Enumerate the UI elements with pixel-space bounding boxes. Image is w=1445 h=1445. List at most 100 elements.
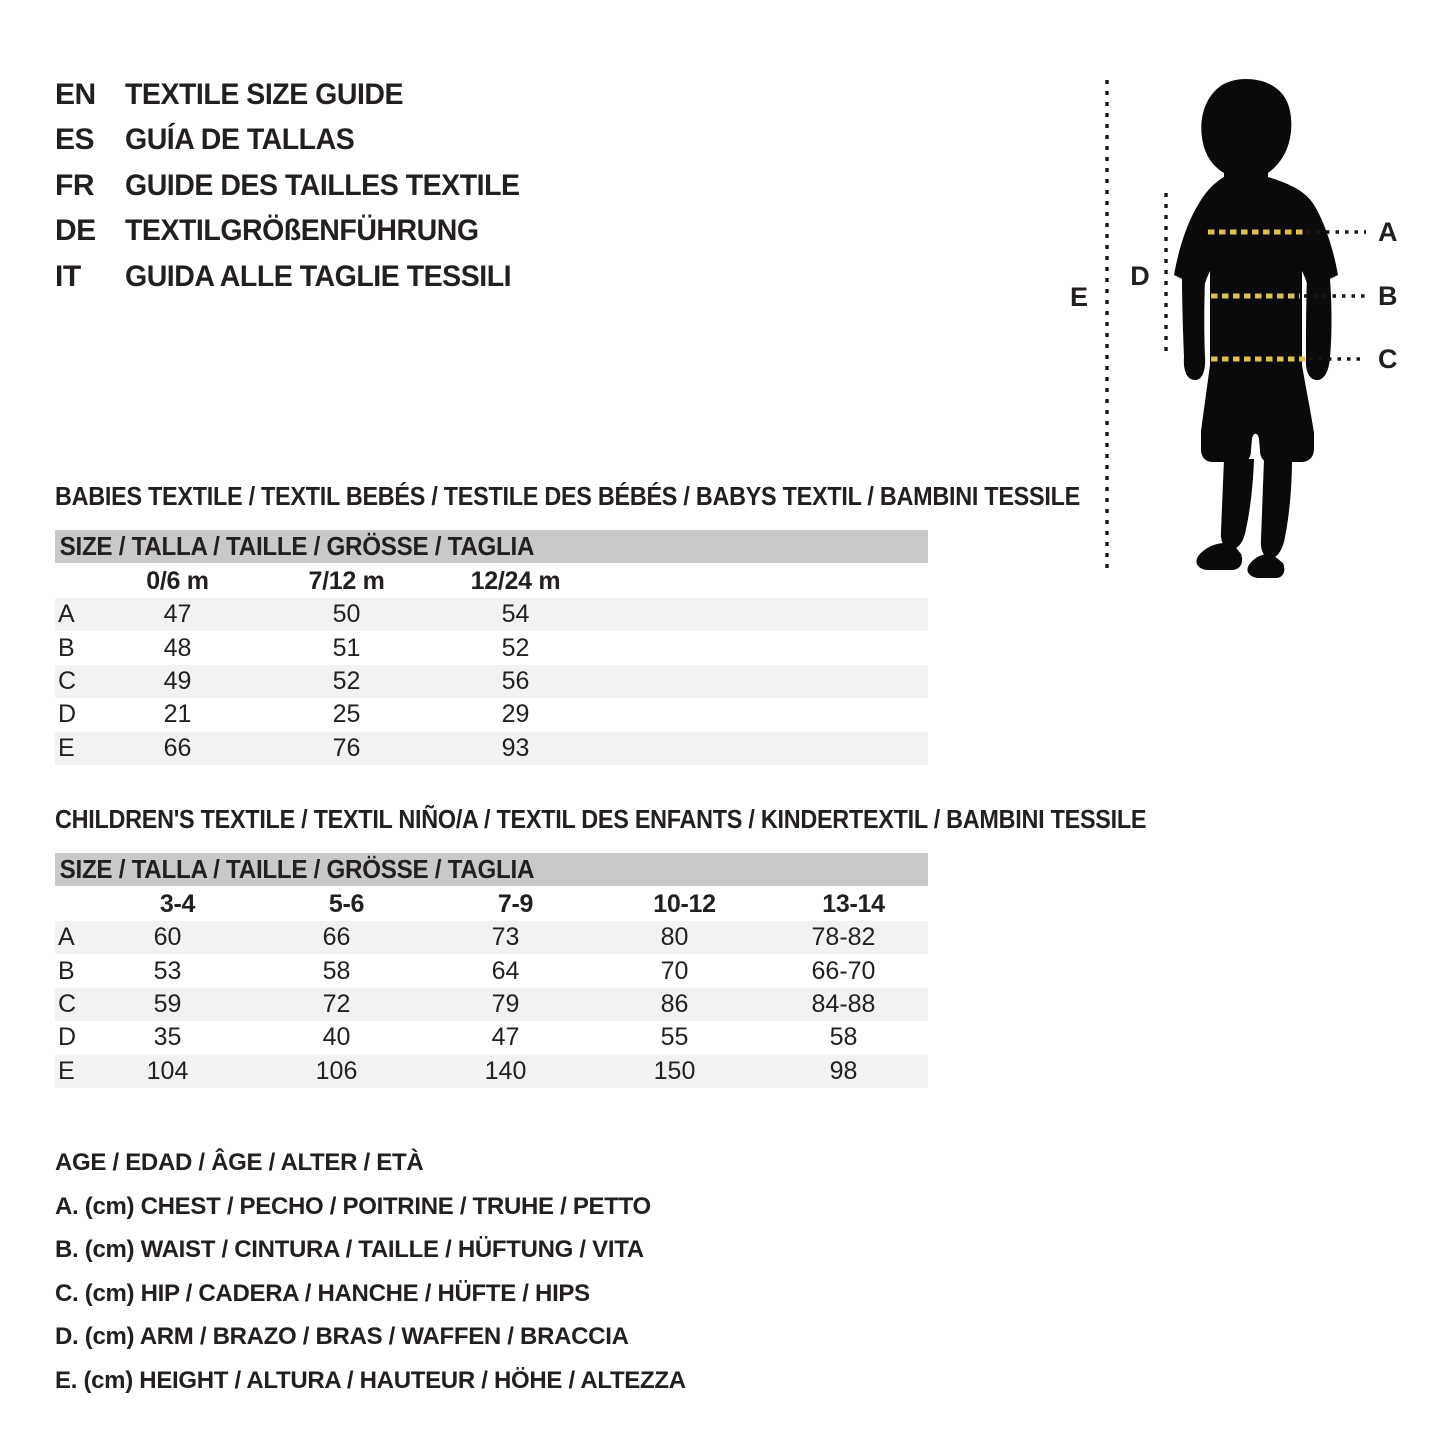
guide-title: GUIDE DES TAILLES TEXTILE xyxy=(125,168,520,202)
children-size-header-bar: SIZE / TALLA / TAILLE / GRÖSSE / TAGLIA xyxy=(55,853,928,886)
title-row: FR GUIDE DES TAILLES TEXTILE xyxy=(55,163,540,209)
language-code: EN xyxy=(55,77,96,111)
table-cell: 72 xyxy=(322,989,351,1018)
legend-line: A. (cm) CHEST / PECHO / POITRINE / TRUHE… xyxy=(55,1192,651,1220)
table-cell: 140 xyxy=(484,1056,527,1085)
column-header: 0/6 m xyxy=(146,567,209,595)
silhouette-arm-right xyxy=(1305,275,1332,381)
table-cell: 52 xyxy=(501,633,530,662)
babies-age-columns: 0/6 m 7/12 m 12/24 m xyxy=(55,564,938,598)
row-measure-letter: C xyxy=(58,989,77,1018)
table-cell: 73 xyxy=(491,923,520,952)
children-section-title: CHILDREN'S TEXTILE / TEXTIL NIÑO/A / TEX… xyxy=(55,804,1147,834)
table-row: E 104 106 140 150 98 xyxy=(55,1054,928,1088)
row-values: 49 52 56 xyxy=(93,667,600,696)
table-cell: 47 xyxy=(163,600,192,629)
children-size-header-text: SIZE / TALLA / TAILLE / GRÖSSE / TAGLIA xyxy=(59,854,535,884)
row-values: 104 106 140 150 98 xyxy=(83,1057,928,1086)
table-row: C 59 72 79 86 84-88 xyxy=(55,987,928,1022)
language-code: DE xyxy=(55,214,96,248)
language-code: ES xyxy=(55,123,95,157)
table-cell: 48 xyxy=(163,633,192,662)
measurement-legend: AGE / EDAD / ÂGE / ALTER / ETÀ A. (cm) C… xyxy=(55,1141,686,1403)
silhouette-shorts xyxy=(1201,365,1314,462)
row-measure-letter: D xyxy=(58,700,77,729)
table-cell: 93 xyxy=(501,733,530,762)
table-cell: 58 xyxy=(829,1023,858,1052)
legend-line: E. (cm) HEIGHT / ALTURA / HAUTEUR / HÖHE… xyxy=(55,1366,686,1394)
table-cell: 25 xyxy=(332,700,361,729)
table-cell: 104 xyxy=(146,1056,189,1085)
table-row: A 47 50 54 xyxy=(55,598,928,632)
table-cell: 80 xyxy=(660,923,689,952)
row-measure-letter: D xyxy=(58,1023,77,1052)
table-cell: 50 xyxy=(332,600,361,629)
legend-line: B. (cm) WAIST / CINTURA / TAILLE / HÜFTU… xyxy=(55,1236,644,1264)
row-values: 60 66 73 80 78-82 xyxy=(83,923,928,952)
table-cell: 60 xyxy=(153,923,182,952)
measurement-figure: A B C D E xyxy=(1070,79,1398,578)
language-code: FR xyxy=(55,168,95,202)
row-values: 59 72 79 86 84-88 xyxy=(83,990,928,1019)
table-cell: 66 xyxy=(163,733,192,762)
table-cell: 106 xyxy=(315,1056,358,1085)
row-measure-letter: A xyxy=(58,600,75,629)
row-values: 35 40 47 55 58 xyxy=(83,1023,928,1052)
table-cell: 70 xyxy=(660,956,689,985)
row-measure-letter: E xyxy=(58,733,75,762)
child-silhouette xyxy=(1174,79,1338,578)
label-waist-b: B xyxy=(1378,281,1398,311)
table-cell: 64 xyxy=(491,956,520,985)
silhouette-foot-right xyxy=(1247,554,1285,578)
silhouette-foot-left xyxy=(1196,543,1243,570)
row-values: 47 50 54 xyxy=(93,600,600,629)
legend-line: AGE / EDAD / ÂGE / ALTER / ETÀ xyxy=(55,1149,424,1176)
children-age-columns: 3-4 5-6 7-9 10-12 13-14 xyxy=(55,887,938,921)
label-hip-c: C xyxy=(1378,344,1398,374)
silhouette-leg-left xyxy=(1220,459,1254,550)
row-values: 48 51 52 xyxy=(93,634,600,663)
table-row: E 66 76 93 xyxy=(55,731,928,765)
guide-title: TEXTILGRÖßENFÜHRUNG xyxy=(125,214,479,248)
table-cell: 150 xyxy=(653,1056,696,1085)
table-cell: 47 xyxy=(491,1023,520,1052)
table-cell: 59 xyxy=(153,989,182,1018)
table-cell: 51 xyxy=(332,633,361,662)
row-values: 53 58 64 70 66-70 xyxy=(83,957,928,986)
table-cell: 78-82 xyxy=(811,923,876,952)
column-header: 7-9 xyxy=(497,890,534,918)
table-cell: 98 xyxy=(829,1056,858,1085)
row-measure-letter: A xyxy=(58,923,75,952)
column-header: 7/12 m xyxy=(308,567,385,595)
title-row: IT GUIDA ALLE TAGLIE TESSILI xyxy=(55,254,540,300)
children-table-rows: A 60 66 73 80 78-82 B 53 58 64 70 66-70 C 59 72 79… xyxy=(55,921,928,1088)
legend-line: D. (cm) ARM / BRAZO / BRAS / WAFFEN / BR… xyxy=(55,1323,629,1351)
column-header: 5-6 xyxy=(328,890,365,918)
table-row: D 21 25 29 xyxy=(55,698,928,731)
language-code: IT xyxy=(55,259,81,293)
table-row: C 49 52 56 xyxy=(55,664,928,699)
babies-table-rows: A 47 50 54 B 48 51 52 C 49 52 56 D 21 25 29 E 66… xyxy=(55,598,928,765)
babies-size-header-bar: SIZE / TALLA / TAILLE / GRÖSSE / TAGLIA xyxy=(55,530,928,563)
table-row: D 35 40 47 55 58 xyxy=(55,1021,928,1054)
label-arm-d: D xyxy=(1130,261,1150,291)
column-header: 12/24 m xyxy=(470,567,561,595)
title-row: ES GUÍA DE TALLAS xyxy=(55,118,540,164)
table-cell: 53 xyxy=(153,956,182,985)
table-cell: 40 xyxy=(322,1023,351,1052)
silhouette-torso xyxy=(1174,177,1338,369)
table-cell: 86 xyxy=(660,989,689,1018)
title-row: DE TEXTILGRÖßENFÜHRUNG xyxy=(55,209,540,255)
row-values: 66 76 93 xyxy=(93,734,600,763)
table-cell: 29 xyxy=(501,700,530,729)
table-row: A 60 66 73 80 78-82 xyxy=(55,921,928,955)
legend-line: C. (cm) HIP / CADERA / HANCHE / HÜFTE / … xyxy=(55,1279,590,1307)
column-header: 3-4 xyxy=(159,890,196,918)
label-height-e: E xyxy=(1070,282,1088,312)
row-measure-letter: B xyxy=(58,633,75,662)
table-cell: 21 xyxy=(163,700,192,729)
babies-section-title: BABIES TEXTILE / TEXTIL BEBÉS / TESTILE … xyxy=(55,481,1080,511)
table-row: B 48 51 52 xyxy=(55,631,928,664)
table-cell: 56 xyxy=(501,666,530,695)
